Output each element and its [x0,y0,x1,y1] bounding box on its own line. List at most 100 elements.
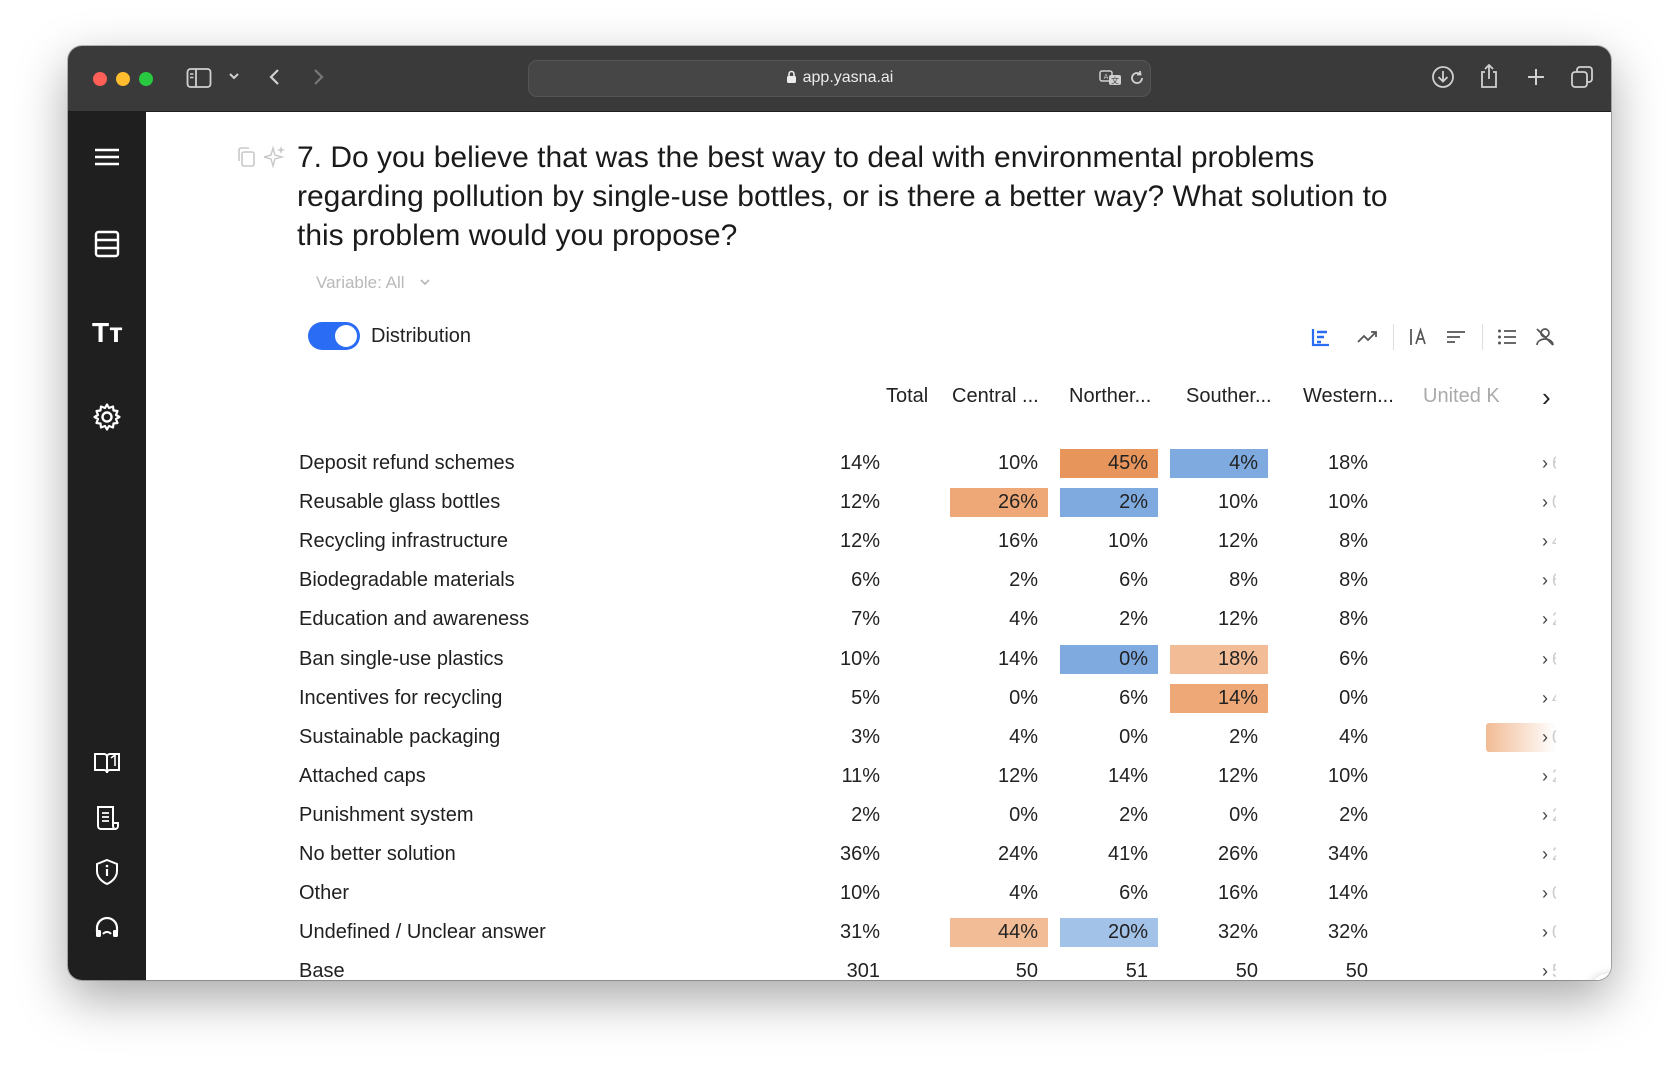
chevron-right-icon[interactable]: › [1542,687,1548,708]
shield-icon[interactable] [92,857,122,887]
edge-value: 2 [1552,801,1556,830]
row-label: Base [299,960,345,980]
chevron-right-icon[interactable]: › [1542,492,1548,513]
copy-icon[interactable] [236,146,256,173]
chevron-right-icon[interactable]: › [1542,531,1548,552]
new-tab-icon[interactable] [1525,66,1547,88]
close-window-button[interactable] [93,72,107,86]
column-header[interactable]: Western... [1303,385,1394,407]
row-edge-cell: ›0 [1486,879,1556,908]
table-cell: 20% [1060,918,1158,948]
menu-icon[interactable] [92,142,122,172]
row-label: Attached caps [299,764,426,787]
sort-alpha-icon[interactable] [1408,326,1430,348]
sidebar-toggle-icon[interactable] [186,67,212,89]
column-header[interactable]: Norther... [1069,385,1152,407]
distribution-toggle[interactable] [308,322,360,350]
table-cell: 2% [1339,803,1368,826]
row-edge-cell: ›2 [1486,605,1556,634]
support-icon[interactable] [92,912,122,942]
cell-total: 2% [851,803,880,826]
chevron-right-icon[interactable]: › [1542,961,1548,980]
row-edge-cell: ›0 [1486,918,1556,947]
gear-icon[interactable] [92,402,122,432]
chevron-right-icon[interactable]: › [1542,844,1548,864]
edge-value: 0 [1552,918,1556,947]
chevron-down-icon[interactable] [228,70,240,82]
column-header[interactable]: Souther... [1186,385,1272,407]
table-cell: 4% [1170,449,1268,478]
sort-lines-icon[interactable] [1445,326,1467,348]
back-icon[interactable] [268,67,282,87]
edge-value: 2 [1552,762,1556,791]
list-icon[interactable] [1496,326,1518,348]
table-cell: 32% [1327,921,1368,944]
document-icon[interactable] [92,803,122,833]
table-cell: 14% [997,647,1038,670]
main-content: 7. Do you believe that was the best way … [146,112,1611,980]
table-cell: 10% [1327,491,1368,514]
table-cell: 4% [1009,725,1038,748]
row-edge-cell: ›2 [1486,840,1556,869]
download-icon[interactable] [1431,65,1455,89]
table-cell: 4% [1009,608,1038,631]
table-cell: 6% [1119,569,1148,592]
chevron-right-icon[interactable]: › [1542,648,1548,669]
book-icon[interactable] [92,748,122,778]
edge-value: 2 [1552,605,1556,634]
lock-icon [786,70,797,89]
minimize-window-button[interactable] [116,72,130,86]
share-icon[interactable] [1478,63,1500,89]
cell-total: 12% [839,491,880,514]
svg-text:A: A [1104,74,1109,81]
table-icon[interactable] [92,229,122,259]
chevron-right-icon[interactable]: › [1542,804,1548,825]
reload-icon[interactable] [1128,69,1146,87]
chevron-right-icon[interactable]: › [1542,765,1548,786]
hide-base-icon[interactable] [1534,326,1556,348]
chevron-right-icon[interactable]: › [1542,453,1548,473]
table-cell: 51 [1125,960,1148,980]
table-cell: 18% [1170,644,1268,674]
table-cell: 41% [1107,843,1148,865]
table-view-icon[interactable] [1310,326,1332,348]
table-cell: 50 [1235,960,1258,980]
chevron-right-icon[interactable]: › [1542,726,1548,747]
row-edge-cell: ›0 [1486,722,1556,752]
row-edge-cell: ›4 [1486,684,1556,713]
edge-value: 6 [1552,566,1556,595]
trend-chart-icon[interactable] [1356,326,1378,348]
table-cell: 14% [1107,764,1148,787]
table-cell: 34% [1327,843,1368,865]
row-label: Sustainable packaging [299,725,501,748]
column-header[interactable]: Central ... [952,385,1039,407]
edge-value: 6 [1552,645,1556,674]
variable-select[interactable]: Variable: All [316,272,431,293]
scroll-to-top-button[interactable] [1588,973,1611,980]
sparkle-icon[interactable] [261,144,286,173]
table-cell: 10% [1107,530,1148,553]
column-header[interactable]: United K [1423,385,1500,407]
toolbar-separator [1482,324,1483,350]
tab-overview-icon[interactable] [1570,65,1594,89]
text-icon[interactable]: Tт [92,317,123,348]
edge-value: 0 [1552,723,1556,752]
zoom-window-button[interactable] [139,72,153,86]
column-header-total[interactable]: Total [886,385,929,407]
variable-label: Variable: All [316,273,405,292]
chevron-right-icon[interactable]: › [1542,570,1548,591]
scroll-right-icon[interactable]: › [1542,382,1551,412]
edge-value: 0 [1552,879,1556,908]
chevron-right-icon[interactable]: › [1542,609,1548,630]
table-cell: 12% [1217,608,1258,631]
table-cell: 32% [1217,921,1258,944]
table-cell: 6% [1339,647,1368,670]
chevron-right-icon[interactable]: › [1542,922,1548,943]
row-label: Education and awareness [299,608,530,631]
table-cell: 2% [1119,608,1148,631]
toolbar-separator [1393,324,1394,350]
chevron-right-icon[interactable]: › [1542,883,1548,904]
forward-icon[interactable] [311,67,325,87]
